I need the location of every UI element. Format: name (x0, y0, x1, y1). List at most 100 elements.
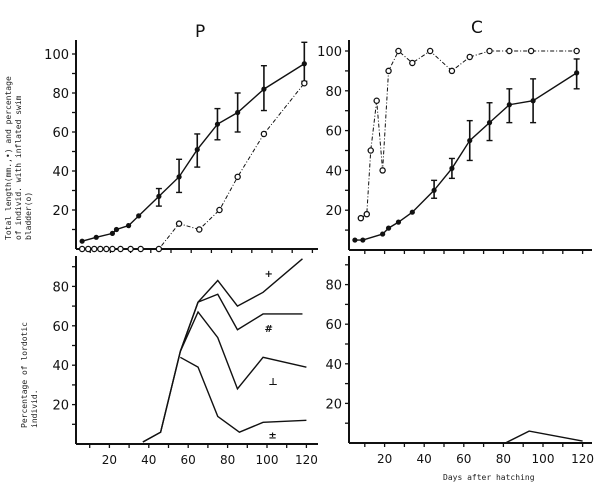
panel-4: 20 40 60 80 20 40 60 80 100 120 (325, 256, 594, 466)
x-tick-label: 100 (532, 452, 555, 466)
data-point-open (395, 47, 402, 55)
data-point-filled (449, 165, 455, 172)
y-tick-label: 80 (52, 87, 69, 102)
series-line (81, 63, 305, 242)
data-point-open (426, 47, 434, 55)
x-tick-label: 60 (181, 453, 196, 467)
panel-2: 20 40 60 80 100 (317, 40, 592, 254)
data-point-open (109, 245, 116, 253)
y-tick-label: 40 (325, 164, 342, 179)
y-tick-label: 40 (325, 358, 342, 373)
y-tick-label: 60 (325, 125, 342, 140)
data-point-open (385, 67, 392, 75)
data-point-filled (431, 187, 437, 193)
data-point-open (78, 245, 86, 253)
panel-1: 20 40 60 80 100 (44, 40, 318, 253)
data-point-open (117, 245, 124, 253)
data-point-filled (395, 219, 402, 225)
x-tick-label: 80 (496, 452, 511, 466)
y-tick-label: 100 (317, 45, 342, 60)
data-point-filled (301, 61, 307, 67)
data-point-filled (194, 146, 200, 153)
data-point-filled (214, 121, 221, 127)
panel-3: 20 40 60 80 20 40 60 80 100 120 + # ⊥ ± (52, 256, 318, 467)
x-tick-label: 120 (295, 453, 318, 467)
data-point-open (573, 47, 580, 55)
y-tick-label: 80 (52, 280, 69, 295)
data-point-open (486, 47, 493, 55)
y-tick-label: 20 (325, 204, 342, 219)
data-point-filled (385, 225, 392, 231)
data-point-filled (530, 98, 536, 104)
data-point-filled (486, 120, 493, 126)
series-label: # (264, 324, 272, 335)
data-point-open (196, 226, 203, 233)
data-point-filled (467, 137, 473, 144)
data-point-open (367, 147, 374, 154)
y-tick-label: 20 (52, 399, 69, 414)
data-point-open (379, 167, 386, 174)
x-tick-label: 120 (571, 452, 594, 466)
data-point-open (90, 245, 98, 253)
data-point-filled (79, 238, 85, 244)
x-tick-label: 100 (256, 453, 279, 467)
y-tick-label: 20 (325, 397, 342, 412)
y-tick-label: 60 (52, 320, 69, 335)
data-point-filled (506, 102, 512, 108)
data-point-open (260, 130, 268, 138)
data-point-filled (93, 234, 99, 240)
y-tick-label: 60 (325, 318, 342, 333)
data-point-open (527, 47, 535, 55)
x-tick-label: 40 (141, 453, 156, 467)
data-point-filled (352, 237, 358, 243)
series-line (179, 310, 307, 391)
data-point-filled (235, 109, 241, 116)
data-point-open (155, 245, 163, 253)
series-label: + (264, 269, 272, 280)
data-point-open (506, 47, 513, 55)
data-point-open (234, 173, 241, 181)
series-label: ± (268, 430, 276, 441)
data-point-open (357, 214, 365, 222)
data-point-filled (109, 230, 116, 236)
data-point-open (97, 245, 104, 253)
data-point-open (448, 67, 456, 75)
data-point-open (373, 97, 380, 105)
x-tick-label: 20 (377, 452, 392, 466)
series-line (82, 82, 305, 250)
data-point-open (466, 53, 473, 61)
y-tick-label: 80 (325, 279, 342, 294)
data-point-filled (574, 70, 580, 76)
data-point-filled (261, 86, 267, 92)
data-point-open (175, 220, 183, 227)
series-line (179, 356, 307, 433)
y-tick-label: 80 (325, 85, 342, 100)
y-tick-label: 40 (52, 165, 69, 180)
series-line (142, 293, 303, 443)
y-tick-label: 40 (52, 359, 69, 374)
data-point-open (409, 59, 416, 67)
series-line (505, 430, 583, 444)
data-point-filled (136, 213, 142, 219)
data-point-open (127, 245, 134, 253)
data-point-open (84, 245, 92, 253)
data-point-filled (409, 209, 415, 215)
y-tick-label: 60 (52, 126, 69, 141)
data-point-filled (360, 237, 366, 243)
x-axis-label: Days after hatching (443, 473, 535, 482)
x-tick-label: 80 (220, 453, 235, 467)
y-tick-label: 100 (44, 48, 69, 63)
x-tick-label: 40 (417, 452, 432, 466)
data-point-open (137, 245, 144, 253)
panel-title-c: C (471, 18, 483, 38)
data-point-filled (156, 193, 162, 199)
x-tick-label: 60 (456, 452, 471, 466)
data-point-filled (380, 231, 386, 237)
series-line (360, 50, 577, 219)
series-line (354, 72, 578, 241)
data-point-open (301, 80, 308, 87)
data-point-filled (176, 174, 182, 180)
series-label: ⊥ (268, 377, 277, 388)
data-point-filled (113, 226, 120, 233)
